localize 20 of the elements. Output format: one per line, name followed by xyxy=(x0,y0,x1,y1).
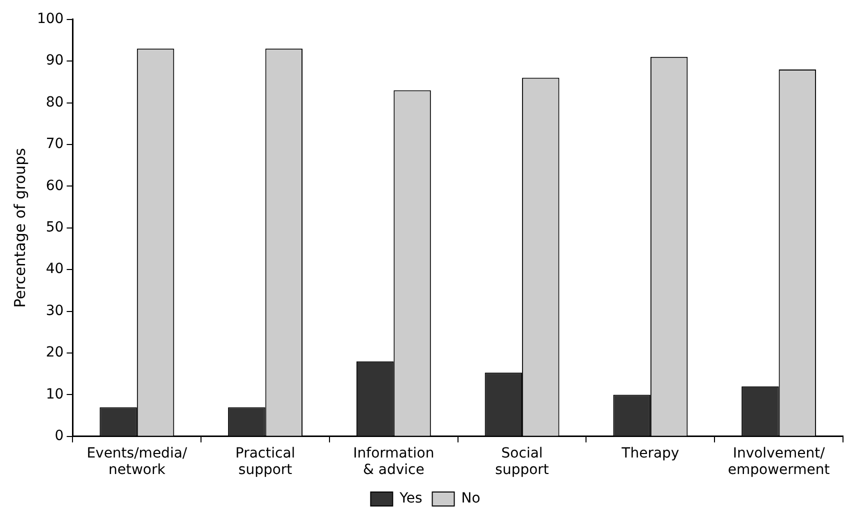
x-tick-label: Social support xyxy=(495,445,550,478)
y-tick-label: 90 xyxy=(46,52,64,69)
x-tick-label: Events/media/ network xyxy=(86,445,188,478)
y-tick-label: 10 xyxy=(46,386,64,402)
y-axis-title: Percentage of groups xyxy=(10,148,29,308)
x-tick-label: Involvement/ empowerment xyxy=(728,445,830,478)
y-tick-label: 30 xyxy=(46,302,64,319)
legend-label: No xyxy=(461,490,480,507)
y-tick-label: 80 xyxy=(46,94,64,110)
x-tick-label: Information & advice xyxy=(353,445,434,478)
legend-label: Yes xyxy=(398,490,422,507)
x-tick-label: Practical support xyxy=(235,445,296,478)
x-tick-label: Therapy xyxy=(620,445,680,462)
y-tick-label: 20 xyxy=(46,344,64,361)
y-tick-label: 50 xyxy=(46,220,64,236)
y-tick-label: 100 xyxy=(36,11,64,28)
y-tick-label: 40 xyxy=(46,261,64,278)
y-tick-label: 0 xyxy=(54,428,64,444)
y-tick-label: 60 xyxy=(46,178,64,194)
y-tick-label: 70 xyxy=(46,136,64,152)
